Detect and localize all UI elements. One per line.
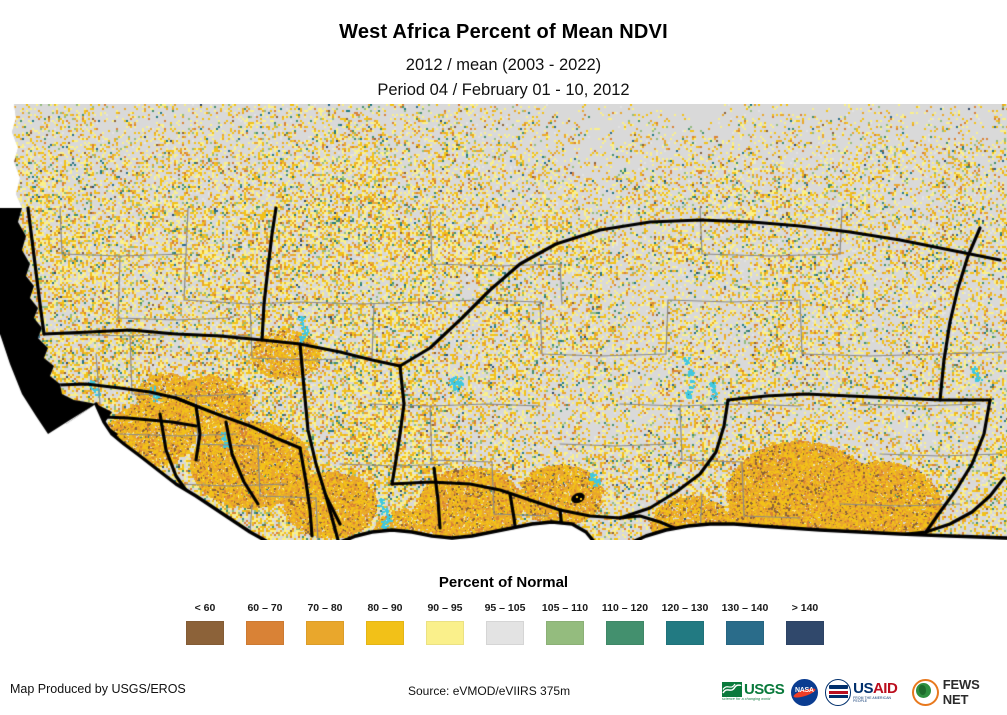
- legend-item-4[interactable]: 90 – 95: [415, 603, 475, 645]
- legend-item-swatch: [306, 620, 344, 645]
- fewsnet-logo[interactable]: FEWS NET: [912, 677, 1007, 707]
- legend-item-swatch: [246, 620, 284, 645]
- legend-item-label: 95 – 105: [484, 602, 526, 614]
- usgs-tagline: science for a changing world: [722, 697, 771, 702]
- footer-produced-by: Map Produced by USGS/EROS: [10, 682, 186, 696]
- usaid-logo[interactable]: USAID FROM THE AMERICAN PEOPLE: [824, 678, 906, 706]
- legend-item-swatch: [366, 620, 404, 645]
- footer: Map Produced by USGS/EROS Source: eVMOD/…: [0, 660, 1007, 715]
- legend-item-label: < 60: [194, 602, 216, 614]
- usaid-tagline: FROM THE AMERICAN PEOPLE: [853, 695, 892, 703]
- subtitle-period-mean: 2012 / mean (2003 - 2022): [405, 56, 602, 74]
- legend-item-swatch: [546, 620, 584, 645]
- agency-logos: USGS science for a changing world NASA U…: [722, 674, 1007, 710]
- legend-item-8[interactable]: 120 – 130: [655, 603, 715, 645]
- subtitle-date-range: Period 04 / February 01 - 10, 2012: [377, 80, 630, 99]
- usgs-wave-icon: [722, 681, 742, 697]
- legend-item-label: 70 – 80: [307, 602, 343, 614]
- usgs-logo[interactable]: USGS science for a changing world: [722, 680, 785, 702]
- legend-item-label: > 140: [791, 602, 819, 614]
- legend-title: Percent of Normal: [438, 574, 569, 591]
- legend-item-6[interactable]: 105 – 110: [535, 603, 595, 645]
- usaid-wordmark-aid: AID: [872, 679, 898, 697]
- fewsnet-globe-icon: [912, 678, 939, 706]
- legend-item-swatch: [606, 620, 644, 645]
- fewsnet-wordmark: FEWS NET: [942, 677, 980, 707]
- legend-item-swatch: [186, 620, 224, 645]
- nasa-logo[interactable]: NASA: [791, 678, 818, 706]
- legend: Percent of Normal < 60 60 – 70 70 – 80 80 –…: [0, 575, 1007, 660]
- legend-item-9[interactable]: 130 – 140: [715, 603, 775, 645]
- footer-source: Source: eVMOD/eVIIRS 375m: [408, 684, 571, 698]
- title-block: West Africa Percent of Mean NDVI 2012 / …: [0, 0, 1007, 104]
- legend-item-label: 120 – 130: [661, 602, 709, 614]
- legend-item-3[interactable]: 80 – 90: [355, 603, 415, 645]
- page-title: West Africa Percent of Mean NDVI: [339, 21, 668, 43]
- ndvi-raster-map[interactable]: [0, 104, 1007, 540]
- legend-item-1[interactable]: 60 – 70: [235, 603, 295, 645]
- legend-item-swatch: [666, 620, 704, 645]
- legend-item-5[interactable]: 95 – 105: [475, 603, 535, 645]
- nasa-wordmark: NASA: [795, 686, 814, 694]
- legend-item-0[interactable]: < 60: [175, 603, 235, 645]
- legend-item-10[interactable]: > 140: [775, 603, 835, 645]
- legend-item-swatch: [426, 620, 464, 645]
- legend-item-label: 80 – 90: [367, 602, 403, 614]
- legend-item-7[interactable]: 110 – 120: [595, 603, 655, 645]
- legend-item-swatch: [486, 620, 524, 645]
- legend-swatch-row: < 60 60 – 70 70 – 80 80 – 90 90 – 95 95 – 105…: [0, 603, 1007, 655]
- legend-item-label: 110 – 120: [601, 602, 649, 614]
- legend-item-swatch: [786, 620, 824, 645]
- legend-item-2[interactable]: 70 – 80: [295, 603, 355, 645]
- legend-item-label: 90 – 95: [427, 602, 463, 614]
- legend-item-label: 105 – 110: [541, 602, 589, 614]
- usaid-seal-icon: [824, 678, 852, 706]
- legend-item-swatch: [726, 620, 764, 645]
- usgs-wordmark: USGS: [744, 680, 785, 698]
- legend-item-label: 130 – 140: [721, 602, 769, 614]
- map-frame[interactable]: [0, 104, 1007, 540]
- legend-item-label: 60 – 70: [247, 602, 283, 614]
- usaid-wordmark-us: US: [853, 679, 873, 697]
